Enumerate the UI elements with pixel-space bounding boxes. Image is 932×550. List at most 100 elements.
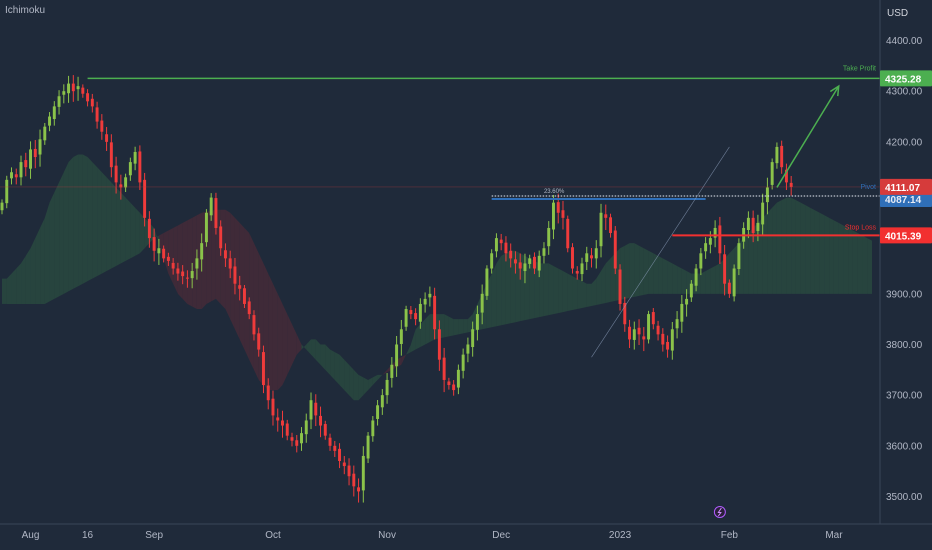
candle-bear [727, 282, 731, 294]
cloud-segment [743, 233, 749, 294]
candle-bear [257, 333, 261, 350]
cloud-segment [2, 278, 7, 304]
candle-bear [219, 226, 223, 249]
cloud-segment [353, 369, 359, 401]
cloud-segment [605, 258, 611, 303]
x-tick-label: 16 [82, 530, 94, 541]
candle-bear [433, 295, 437, 330]
cloud-segment [68, 157, 74, 292]
candle-bull [428, 293, 432, 298]
cloud-segment [306, 339, 312, 355]
candle-bear [342, 462, 346, 467]
stop-loss-label: Stop Loss [845, 224, 877, 231]
cloud-segment [49, 192, 55, 302]
candle-bull [471, 329, 475, 348]
x-tick-label: Feb [721, 530, 739, 541]
candle-bear [71, 83, 75, 92]
candle-bull [399, 329, 403, 344]
cloud-segment [596, 271, 602, 305]
candle-bear [789, 182, 793, 187]
cloud-segment [515, 250, 521, 323]
candle-bull [461, 354, 465, 371]
candle-bear [24, 160, 28, 168]
cloud-segment [757, 217, 763, 294]
candle-bull [528, 258, 532, 264]
cloud-segment [406, 344, 411, 355]
candle-bull [770, 162, 774, 185]
lightning-icon [713, 506, 726, 518]
candle-bear [147, 218, 151, 239]
candle-bull [385, 379, 389, 396]
candle-bear [171, 262, 175, 269]
cloud-segment [325, 344, 331, 375]
stop-loss-tag [880, 227, 932, 244]
candle-bear [437, 329, 441, 360]
cloud-segment [857, 233, 863, 294]
candle-bear [185, 277, 189, 279]
cloud-segment [282, 303, 288, 386]
candle-bear [223, 250, 227, 259]
candle-bear [509, 250, 513, 259]
candle-bull [552, 202, 555, 230]
cloud-segment [377, 374, 383, 380]
candle-bear [637, 327, 641, 335]
cloud-segment [258, 253, 264, 386]
candle-bull [300, 433, 303, 444]
cloud-segment [92, 162, 98, 279]
candle-bull [361, 455, 365, 491]
candle-bull [200, 243, 204, 260]
cloud-segment [829, 217, 834, 294]
y-tick-label: 4400.00 [886, 36, 923, 47]
candle-bull [133, 151, 137, 164]
candle-bull [594, 248, 598, 259]
cloud-segment [330, 349, 335, 380]
cloud-segment [277, 293, 283, 391]
candle-bull [0, 202, 4, 211]
cloud-segment [567, 273, 573, 312]
candle-bear [95, 107, 99, 122]
candle-bull [48, 116, 52, 126]
candle-bear [162, 248, 166, 259]
pivot-label: Pivot [860, 184, 876, 191]
candle-bear [452, 384, 456, 391]
cloud-segment [268, 273, 273, 391]
candle-bear [780, 145, 784, 168]
cloud-segment [234, 217, 240, 340]
cloud-segment [244, 227, 250, 360]
candle-bull [480, 293, 484, 313]
candle-bull [10, 172, 13, 179]
cloud-segment [681, 268, 687, 294]
cloud-segment [843, 225, 849, 294]
candle-bear [109, 142, 113, 168]
cloud-segment [425, 314, 430, 345]
candle-bear [352, 473, 356, 487]
cloud-segment [87, 157, 93, 282]
candle-bear [290, 437, 294, 441]
candle-bear [656, 325, 660, 335]
cloud-segment [833, 220, 839, 294]
candle-bear [281, 420, 284, 426]
candle-bear [271, 398, 275, 416]
cloud-segment [25, 248, 31, 304]
candle-bull [765, 187, 769, 203]
cloud-segment [101, 172, 107, 274]
cloud-segment [363, 377, 369, 396]
candle-bull [204, 212, 208, 243]
cloud-segment [648, 250, 654, 294]
candle-bull [128, 162, 132, 176]
indicator-label: Ichimoku [5, 5, 46, 16]
candle-bear [105, 134, 109, 142]
cloud-segment [253, 243, 259, 380]
candle-bear [338, 448, 342, 462]
candle-bull [195, 258, 199, 269]
candle-bull [689, 283, 693, 298]
candle-bull [475, 314, 479, 330]
cloud-segment [420, 319, 426, 348]
candle-bull [309, 400, 313, 420]
candle-bear [100, 120, 104, 132]
candle-bear [590, 255, 593, 259]
candle-bear [571, 247, 574, 269]
candle-bull [466, 344, 470, 354]
y-tick-label: 3700.00 [886, 391, 923, 402]
